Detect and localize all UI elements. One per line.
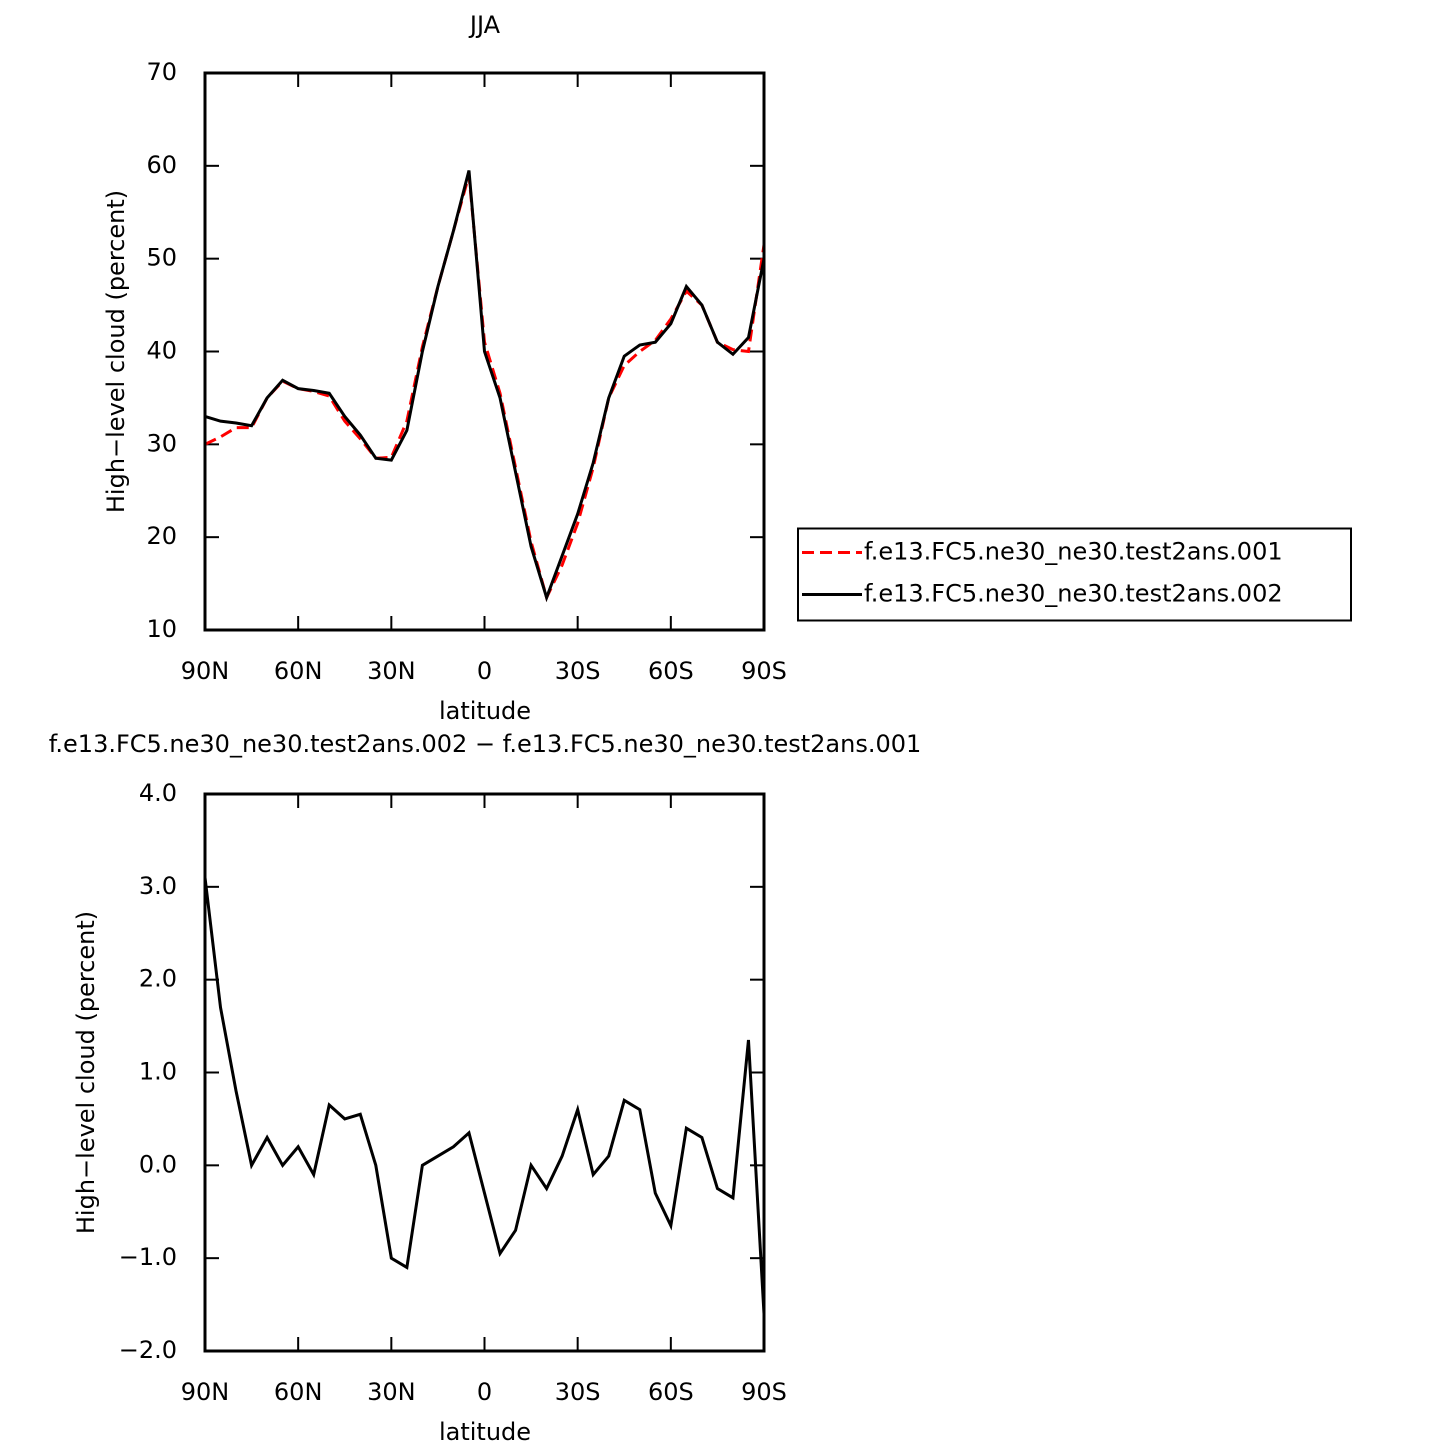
x-tick-label: 30N (367, 1378, 416, 1406)
y-tick-label: 70 (146, 58, 177, 86)
y-axis-label: High−level cloud (percent) (102, 190, 130, 513)
data-line (204, 170, 766, 603)
data-line (204, 174, 766, 602)
x-tick-label: 90S (741, 1378, 787, 1406)
legend-label: f.e13.FC5.ne30_ne30.test2ans.001 (864, 538, 1283, 566)
y-tick-label: 40 (146, 337, 177, 365)
legend-box (797, 527, 1352, 622)
x-tick-label: 30N (367, 657, 416, 685)
x-tick-label: 90N (181, 657, 230, 685)
y-axis-label: High−level cloud (percent) (72, 911, 100, 1234)
x-tick-label: 0 (477, 1378, 492, 1406)
chart-title: f.e13.FC5.ne30_ne30.test2ans.002 − f.e13… (49, 730, 922, 758)
x-tick-label: 60S (648, 1378, 694, 1406)
plot-frame (203, 792, 766, 1353)
x-tick-label: 90N (181, 1378, 230, 1406)
y-tick-label: −1.0 (119, 1243, 177, 1271)
y-tick-label: 4.0 (139, 779, 177, 807)
y-tick-label: 30 (146, 429, 177, 457)
x-axis-label: latitude (439, 697, 531, 725)
x-axis-label: latitude (439, 1418, 531, 1446)
y-tick-label: 10 (146, 615, 177, 643)
plot-frame (203, 71, 766, 632)
legend-label: f.e13.FC5.ne30_ne30.test2ans.002 (864, 580, 1283, 608)
y-tick-label: 50 (146, 244, 177, 272)
x-tick-label: 30S (555, 657, 601, 685)
y-tick-label: 3.0 (139, 872, 177, 900)
y-tick-label: 0.0 (139, 1150, 177, 1178)
x-tick-label: 0 (477, 657, 492, 685)
y-tick-label: 2.0 (139, 965, 177, 993)
x-tick-label: 60S (648, 657, 694, 685)
x-tick-label: 60N (274, 1378, 323, 1406)
y-tick-label: 60 (146, 151, 177, 179)
x-tick-label: 60N (274, 657, 323, 685)
data-line (203, 877, 766, 1314)
y-tick-label: 1.0 (139, 1058, 177, 1086)
x-tick-label: 90S (741, 657, 787, 685)
chart-title: JJA (468, 11, 501, 39)
x-tick-label: 30S (555, 1378, 601, 1406)
y-tick-label: −2.0 (119, 1336, 177, 1364)
y-tick-label: 20 (146, 522, 177, 550)
